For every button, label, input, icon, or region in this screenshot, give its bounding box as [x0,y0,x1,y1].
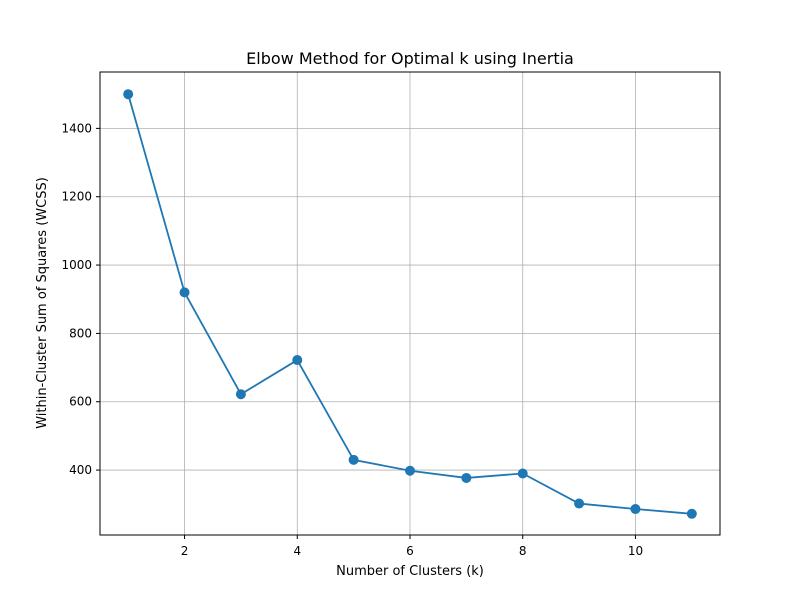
y-tick-label: 600 [69,395,92,409]
y-tick-label: 1200 [61,190,92,204]
y-tick-label: 1400 [61,121,92,135]
y-axis-label: Within-Cluster Sum of Squares (WCSS) [35,177,50,429]
data-point [574,498,585,509]
data-point [179,287,190,298]
x-tick-label: 6 [406,544,414,558]
data-point [461,472,472,483]
x-tick-label: 8 [519,544,527,558]
data-point [292,355,303,366]
data-point [348,454,359,465]
data-point [123,89,134,100]
data-point [235,389,246,400]
data-point [405,465,415,476]
y-tick-label: 1000 [61,258,92,272]
y-tick-label: 800 [69,326,92,340]
x-tick-label: 10 [628,544,643,558]
x-tick-label: 4 [293,544,301,558]
x-axis-label: Number of Clusters (k) [336,564,484,579]
data-point [517,468,528,479]
series-markers [123,89,697,519]
data-point [686,508,697,519]
data-point [630,504,641,515]
chart-title: Elbow Method for Optimal k using Inertia [246,49,574,68]
y-tick-label: 400 [69,463,92,477]
axis-ticks: 2 4 6 8 10 400 600 800 1000 1200 1400 [61,121,643,558]
x-tick-label: 2 [181,544,189,558]
